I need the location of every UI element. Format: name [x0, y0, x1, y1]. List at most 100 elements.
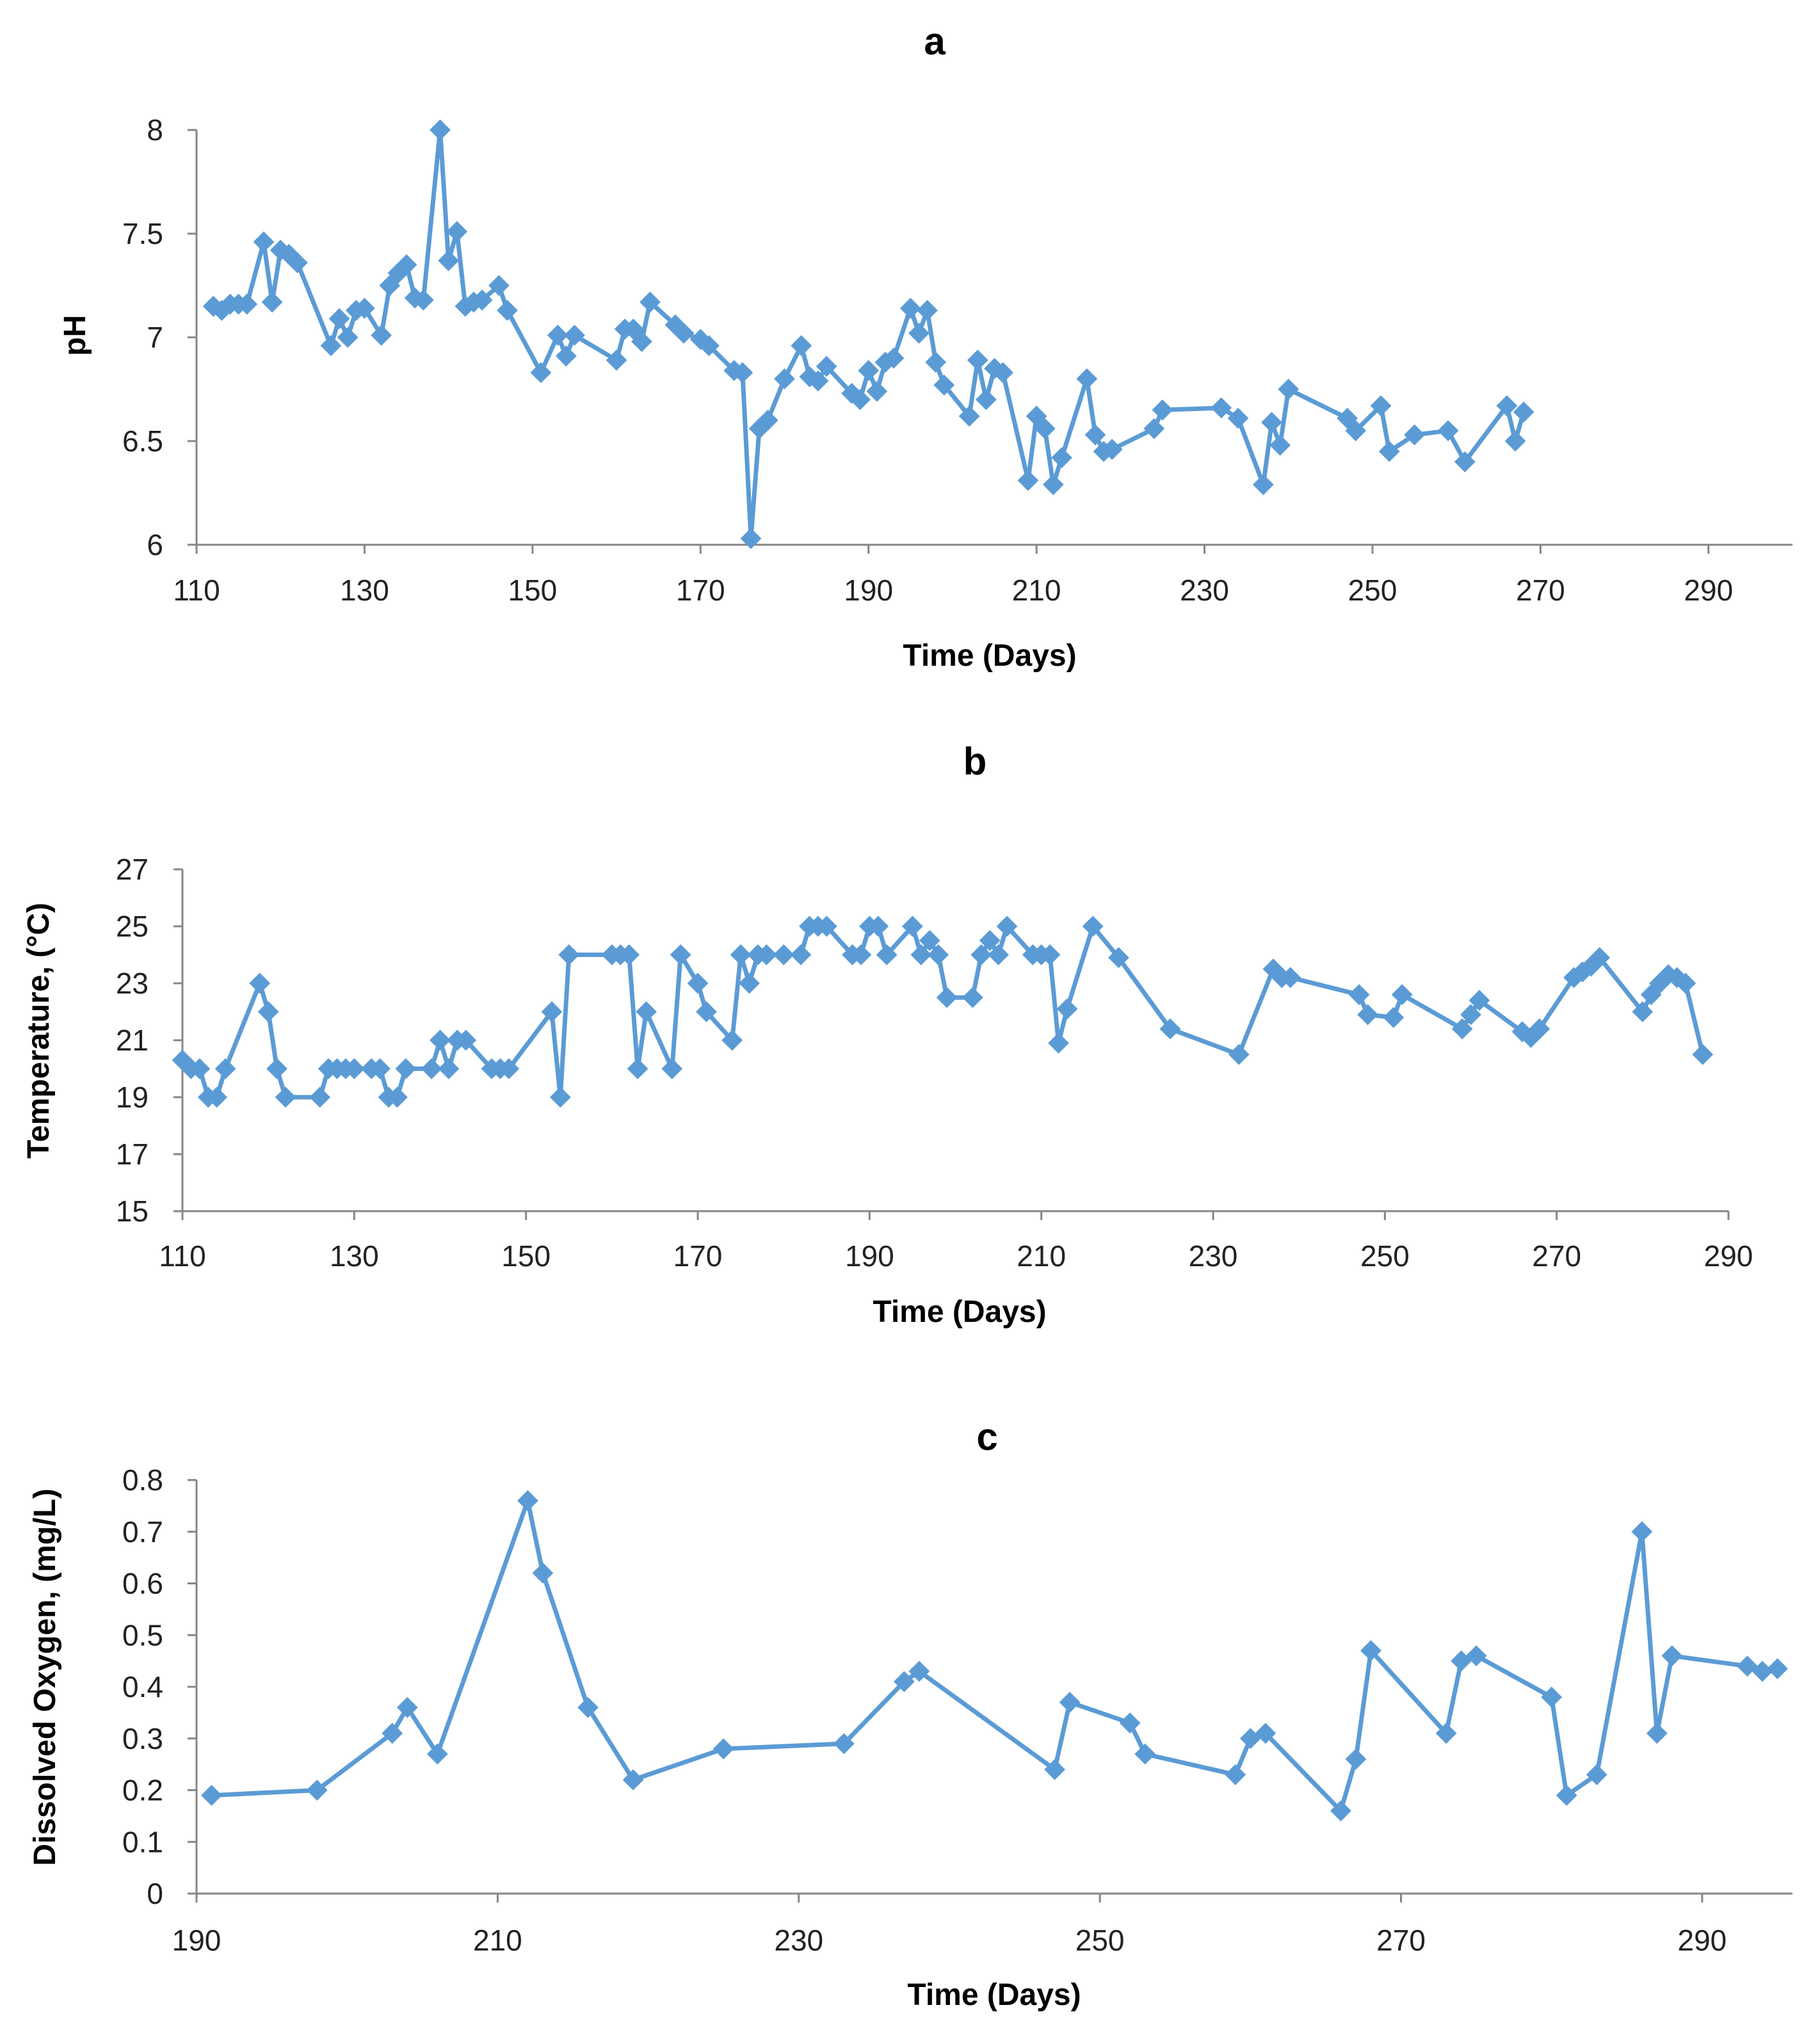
x-tick-label-a: 290	[1684, 574, 1733, 607]
data-point-c: 225, 0.28	[713, 1738, 734, 1760]
data-point-b: 204, 24.5	[979, 929, 1001, 951]
data-point-a: 116, 7.16	[236, 293, 258, 315]
data-point-a: 213, 6.42	[1051, 447, 1072, 469]
data-point-a: 162, 7.04	[622, 318, 644, 340]
data-point-a: 206, 6.83	[992, 362, 1014, 383]
data-point-a: 175, 6.83	[732, 362, 753, 383]
data-point-b: 196, 24	[910, 944, 932, 965]
data-point-b: 133, 20	[369, 1058, 391, 1079]
data-point-a: 171, 6.96	[698, 335, 720, 357]
y-tick-label-a: 7	[147, 321, 163, 354]
data-point-b: 260, 21.9	[1460, 1004, 1481, 1026]
x-axis-title-b: Time (Days)	[873, 1295, 1046, 1329]
y-tick-label-c: 0	[147, 1877, 163, 1910]
data-point-a: 160, 6.89	[606, 350, 627, 371]
data-point-b: 163, 20	[627, 1058, 648, 1079]
data-point-b: 205, 24	[988, 944, 1009, 965]
y-axis-title-a: pH	[58, 315, 92, 356]
data-point-b: 268, 21.4	[1529, 1018, 1550, 1040]
data-point-a: 151, 6.83	[530, 362, 552, 383]
data-point-b: 287, 20.5	[1692, 1043, 1714, 1065]
data-point-b: 211, 24	[1039, 944, 1061, 965]
data-point-a: 137, 7.18	[412, 289, 434, 311]
data-point-b: 171, 22	[696, 1001, 717, 1022]
data-point-b: 233, 20.5	[1228, 1043, 1250, 1065]
x-tick-label-b: 210	[1017, 1239, 1066, 1273]
y-tick-label-a: 6	[147, 528, 163, 561]
data-point-b: 285, 23	[1675, 972, 1696, 994]
data-point-a: 204, 6.7	[975, 389, 997, 410]
data-point-b: 261, 22.4	[1469, 990, 1490, 1011]
data-point-a: 155, 7.01	[564, 325, 585, 346]
data-point-b: 198, 24	[928, 944, 949, 965]
plot-area-b: 15 17 19 21 23 25 27 110 130 150 170 190 210 230 250 27…	[116, 853, 1753, 1273]
y-tick-label-b: 19	[116, 1081, 149, 1114]
y-tick-label-b: 15	[116, 1195, 149, 1228]
data-point-b: 122, 19	[275, 1086, 296, 1108]
y-tick-label-c: 0.2	[122, 1774, 163, 1807]
data-point-b: 167, 20	[661, 1058, 683, 1079]
data-point-b: 252, 22.6	[1391, 984, 1413, 1006]
data-point-a: 211, 6.56	[1034, 418, 1056, 439]
data-point-b: 174, 21	[721, 1029, 743, 1051]
data-point-b: 197, 24.5	[919, 929, 940, 951]
data-point-a: 224, 6.56	[1143, 418, 1165, 439]
data-point-a: 164, 7.17	[640, 291, 661, 313]
x-tick-label-a: 170	[676, 574, 725, 607]
y-axis-title-c: Dissolved Oxygen, (mg/L)	[28, 1488, 62, 1865]
x-tick-label-a: 110	[173, 574, 220, 607]
data-point-b: 280, 22	[1632, 1001, 1654, 1022]
data-point-a: 130, 7.14	[354, 298, 375, 319]
data-point-a: 268, 6.64	[1513, 401, 1534, 423]
data-point-a: 252, 6.45	[1378, 440, 1400, 462]
data-point-a: 219, 6.46	[1101, 439, 1123, 460]
data-point-a: 176, 6.03	[740, 527, 762, 549]
data-point-a: 199, 6.77	[933, 374, 955, 396]
y-tick-label-c: 0.4	[122, 1670, 163, 1703]
data-point-b: 185, 25	[816, 915, 837, 937]
data-point-b: 120, 22	[257, 1001, 279, 1022]
data-point-b: 216, 25	[1082, 915, 1104, 937]
data-point-a: 119, 7.17	[261, 291, 283, 313]
data-point-c: 287, 0.31	[1646, 1723, 1668, 1744]
data-point-a: 168, 7.02	[673, 323, 695, 344]
y-tick-label-b: 17	[116, 1138, 149, 1171]
data-point-a: 248, 6.55	[1345, 420, 1367, 442]
data-point-a: 180, 6.8	[774, 368, 795, 390]
data-point-c: 213, 0.62	[532, 1562, 554, 1584]
data-point-a: 240, 6.75	[1278, 378, 1300, 400]
data-point-b: 148, 20	[498, 1058, 520, 1079]
data-point-c: 252, 0.33	[1119, 1712, 1141, 1734]
data-point-c: 212, 0.76	[517, 1490, 538, 1511]
data-point-b: 248, 21.9	[1357, 1004, 1378, 1026]
data-point-a: 212, 6.29	[1042, 474, 1064, 495]
x-tick-label-c: 250	[1075, 1924, 1125, 1957]
data-point-c: 216, 0.36	[577, 1696, 599, 1718]
data-point-b: 168, 24	[670, 944, 691, 965]
data-point-b: 153, 22	[541, 1001, 563, 1022]
data-point-a: 203, 6.89	[967, 350, 988, 371]
data-point-a: 196, 7.02	[908, 323, 930, 344]
data-point-c: 238, 0.43	[908, 1661, 930, 1682]
data-point-c: 281, 0.19	[1556, 1785, 1577, 1806]
data-point-a: 133, 7.25	[379, 275, 401, 296]
data-point-b: 143, 21	[455, 1029, 477, 1051]
plot-area-a: 6 6.5 7 7.5 8 110 130 150 170 190 210 230 250 270 290 1…	[122, 113, 1792, 607]
data-point-a: 146, 7.25	[488, 275, 510, 296]
data-point-c: 268, 0.47	[1360, 1640, 1381, 1661]
data-point-a: 126, 6.96	[320, 335, 342, 357]
data-point-c: 253, 0.27	[1134, 1743, 1156, 1765]
x-tick-label-c: 210	[473, 1924, 522, 1957]
x-tick-label-b: 130	[330, 1239, 379, 1273]
data-point-b: 239, 23.2	[1280, 967, 1301, 988]
x-tick-label-a: 150	[508, 574, 557, 607]
data-point-a: 132, 7.01	[371, 325, 392, 346]
data-point-b: 170, 23	[687, 972, 709, 994]
data-point-b: 191, 25	[867, 915, 889, 937]
data-point-b: 136, 20	[395, 1058, 417, 1079]
data-point-c: 206, 0.27	[426, 1743, 448, 1765]
data-point-a: 153, 7.01	[547, 325, 568, 346]
data-point-b: 141, 20	[438, 1058, 460, 1079]
data-point-b: 155, 24	[558, 944, 580, 965]
